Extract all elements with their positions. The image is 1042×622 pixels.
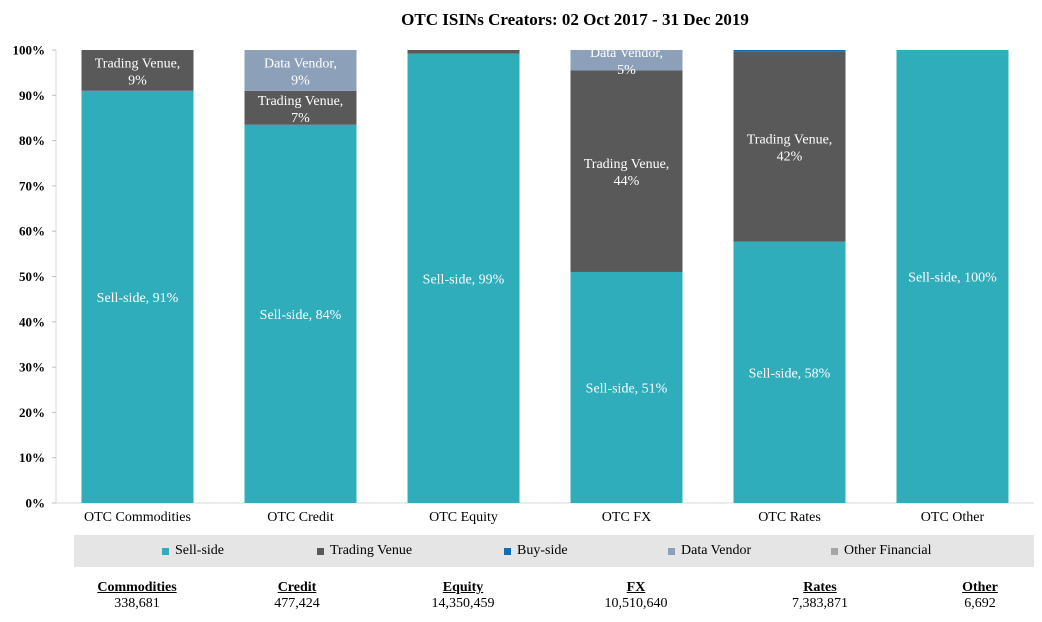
bar-segment — [896, 50, 1009, 503]
legend-swatch — [317, 547, 324, 555]
bars: Sell-side, 91% Trading Venue, 9% Sell-side,… — [81, 46, 1009, 504]
total-item: Rates 7,383,871 — [745, 580, 895, 612]
total-value: 7,383,871 — [792, 596, 848, 611]
legend-swatch — [668, 547, 675, 555]
bar-segment — [570, 271, 683, 503]
total-name: Credit — [277, 580, 317, 595]
total-name: Commodities — [97, 580, 177, 595]
legend-label: Trading Venue — [330, 543, 413, 558]
y-tick-label: 30% — [19, 360, 45, 375]
bar-segment — [81, 50, 194, 91]
y-tick-label: 90% — [19, 88, 45, 103]
y-tick-label: 40% — [19, 314, 45, 329]
y-tick-label: 70% — [19, 178, 45, 193]
data-label: Trading Venue, 44% — [584, 157, 670, 189]
y-tick-label: 80% — [19, 133, 45, 148]
bar-segment — [733, 241, 846, 503]
bar-segment — [570, 70, 683, 272]
legend-label: Sell-side — [175, 543, 224, 558]
total-value: 14,350,459 — [431, 596, 495, 611]
bar-segment — [733, 51, 846, 242]
bar-segment — [733, 50, 846, 52]
total-item: Credit 477,424 — [222, 580, 372, 612]
data-label: Sell-side, 91% — [97, 291, 179, 306]
x-category-label: OTC Equity — [429, 510, 498, 525]
x-category-label: OTC FX — [602, 510, 651, 525]
total-item: Equity 14,350,459 — [388, 580, 538, 612]
total-value: 477,424 — [274, 596, 320, 611]
y-tick-label: 50% — [19, 269, 45, 284]
x-axis: OTC Commodities OTC Credit OTC Equity OTC F… — [84, 510, 984, 525]
bar-segment — [570, 50, 683, 71]
bar-segment — [244, 90, 357, 125]
x-category-label: OTC Rates — [758, 510, 821, 525]
total-name: Rates — [803, 580, 837, 595]
data-label: Sell-side, 84% — [260, 308, 342, 323]
y-axis: 0% 10% 20% 30% 40% 50% 60% 70% 80% 90% 100% — [13, 43, 1034, 511]
total-item: FX 10,510,640 — [561, 580, 711, 612]
data-label: Trading Venue, 7% — [258, 94, 344, 126]
totals-row: Commodities 338,681 Credit 477,424 Equity 14,… — [0, 580, 1042, 620]
y-tick-label: 10% — [19, 450, 45, 465]
y-tick-label: 20% — [19, 405, 45, 420]
bar-segment — [407, 53, 520, 504]
total-name: Other — [962, 580, 998, 595]
y-tick-label: 0% — [26, 496, 46, 511]
legend-swatch — [504, 547, 511, 555]
bar-segment — [244, 50, 357, 91]
x-category-label: OTC Credit — [267, 510, 334, 525]
x-category-label: OTC Commodities — [84, 510, 191, 525]
data-label: Sell-side, 58% — [749, 366, 831, 381]
legend-item: Trading Venue — [317, 543, 412, 559]
data-label: Data Vendor, 9% — [264, 56, 337, 88]
total-value: 6,692 — [964, 596, 996, 611]
bar-segment — [81, 90, 194, 504]
total-name: FX — [626, 580, 646, 595]
data-label: Trading Venue, 42% — [747, 132, 833, 164]
legend-swatch — [831, 547, 838, 555]
data-label: Trading Venue, 9% — [95, 56, 181, 88]
legend-label: Buy-side — [517, 543, 568, 558]
total-value: 338,681 — [114, 596, 160, 611]
total-item: Other 6,692 — [905, 580, 1042, 612]
legend-item: Data Vendor — [668, 543, 751, 559]
data-label: Sell-side, 100% — [908, 271, 997, 286]
legend-item: Buy-side — [504, 543, 568, 559]
y-tick-label: 60% — [19, 224, 45, 239]
legend-label: Data Vendor — [681, 543, 752, 558]
legend-label: Other Financial — [844, 543, 932, 558]
bar-segment — [407, 50, 520, 54]
data-label: Data Vendor, 5% — [590, 46, 663, 78]
y-tick-label: 100% — [13, 43, 46, 58]
legend-swatch — [162, 547, 169, 555]
legend-item: Other Financial — [831, 543, 931, 559]
chart-title: OTC ISINs Creators: 02 Oct 2017 - 31 Dec… — [401, 10, 749, 29]
legend-item: Sell-side — [162, 543, 224, 559]
data-label: Sell-side, 99% — [423, 272, 505, 287]
total-item: Commodities 338,681 — [62, 580, 212, 612]
bar-segment — [244, 124, 357, 504]
total-name: Equity — [442, 580, 484, 595]
x-category-label: OTC Other — [921, 510, 985, 525]
total-value: 10,510,640 — [604, 596, 668, 611]
legend: Sell-side Trading Venue Buy-side Data Vendo… — [74, 535, 1034, 567]
data-label: Sell-side, 51% — [586, 381, 668, 396]
